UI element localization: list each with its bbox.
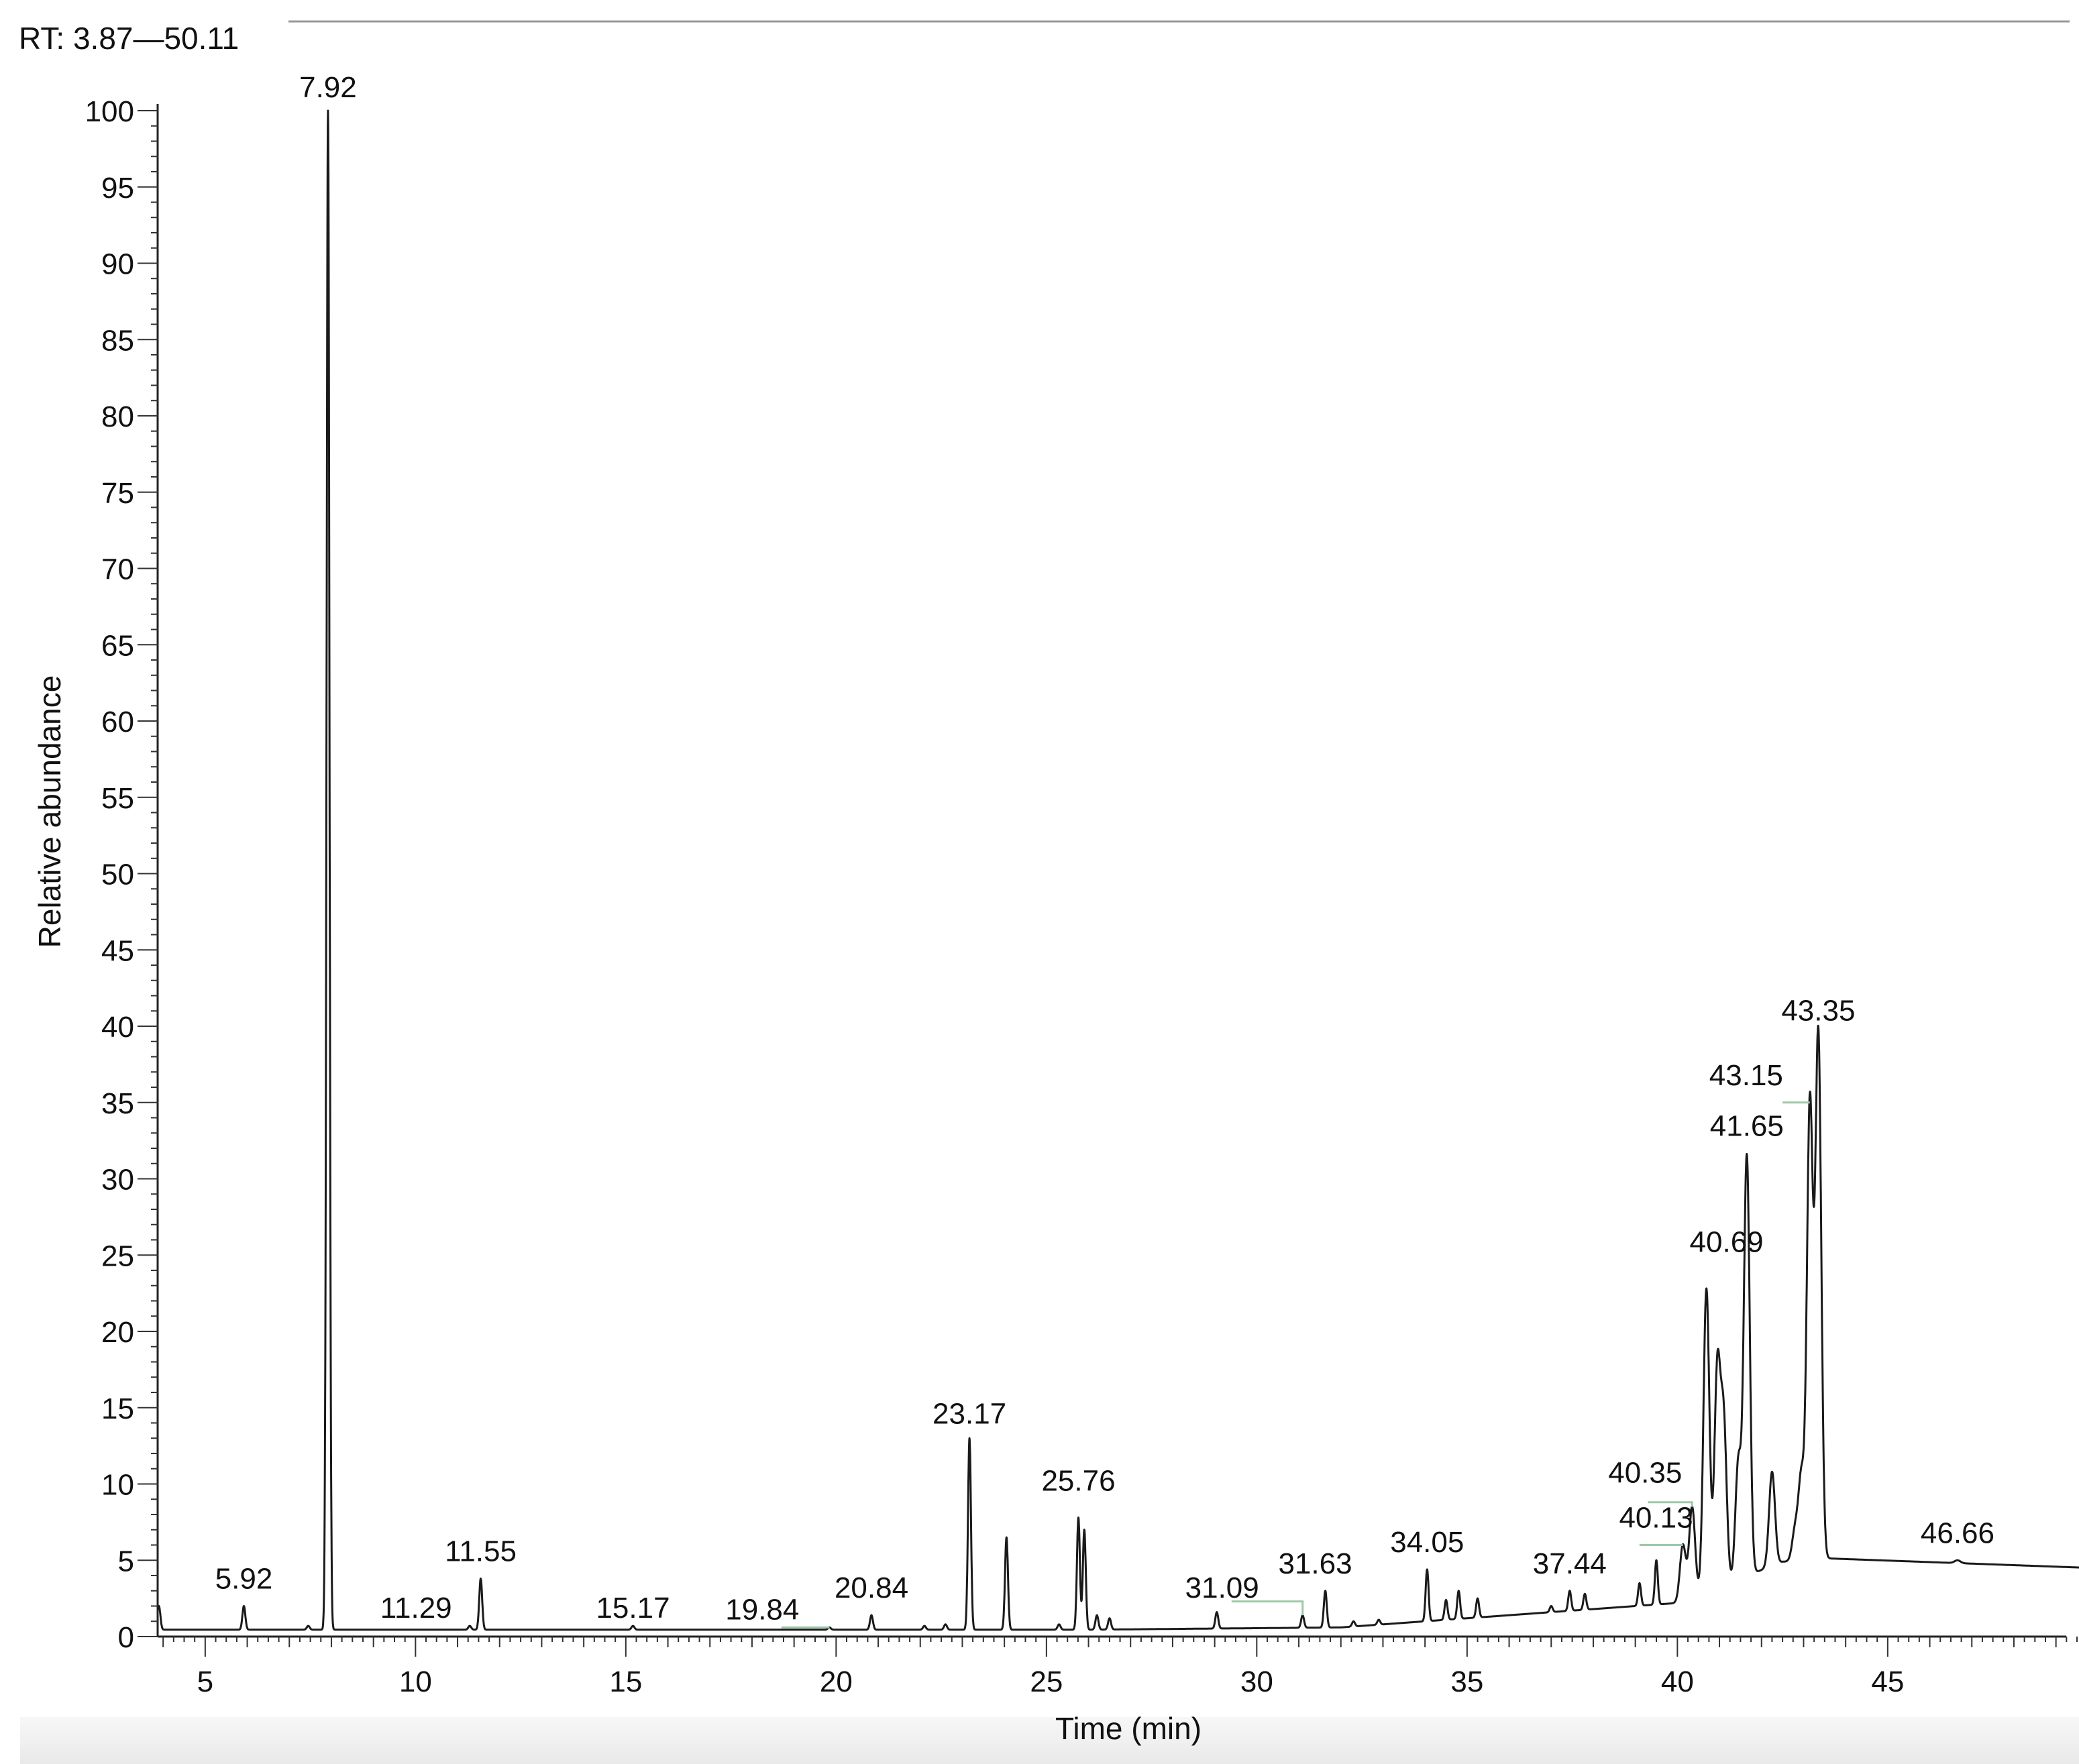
- y-tick-label: 55: [101, 782, 134, 815]
- x-tick-label: 10: [399, 1665, 432, 1698]
- peak-label: 15.17: [596, 1592, 670, 1624]
- peak-label: 40.69: [1690, 1225, 1764, 1258]
- y-tick-label: 100: [85, 95, 134, 128]
- peak-label: 43.35: [1781, 994, 1855, 1027]
- x-tick-label: 20: [820, 1665, 853, 1698]
- chromatogram-trace: [157, 109, 2079, 1631]
- window-top-area: [0, 0, 2079, 40]
- axes: [156, 104, 2066, 1638]
- y-tick-label: 30: [101, 1164, 134, 1197]
- peak-label: 37.44: [1533, 1547, 1607, 1580]
- peak-label: 19.84: [725, 1593, 799, 1626]
- y-tick-label: 70: [101, 553, 134, 586]
- x-tick-label: 35: [1450, 1665, 1483, 1698]
- peak-label: 40.13: [1619, 1502, 1693, 1535]
- y-tick-label: 95: [101, 172, 134, 205]
- x-tick-label: 45: [1871, 1665, 1904, 1698]
- peak-label: 40.35: [1608, 1457, 1682, 1490]
- peak-label: 20.84: [835, 1572, 908, 1604]
- x-tick-label: 25: [1030, 1665, 1063, 1698]
- y-axis-label: Relative abundance: [32, 675, 67, 948]
- y-tick-label: 50: [101, 859, 134, 891]
- x-tick-label: 15: [609, 1665, 642, 1698]
- y-tick-label: 75: [101, 477, 134, 510]
- peak-label: 46.66: [1921, 1517, 1994, 1549]
- y-tick-label: 45: [101, 934, 134, 967]
- tick-marks: 0 5 10 15 20 25 30 35 40 45 50 55 60 65 70 75 80 85 90 95 10…: [85, 95, 2078, 1698]
- peak-label: 7.92: [299, 71, 357, 104]
- x-tick-label: 40: [1661, 1665, 1694, 1698]
- peak-label: 43.15: [1709, 1059, 1783, 1092]
- y-tick-label: 15: [101, 1392, 134, 1425]
- peak-label: 11.29: [380, 1592, 452, 1624]
- y-tick-label: 5: [118, 1545, 134, 1578]
- y-tick-label: 60: [101, 706, 134, 738]
- peak-label: 34.05: [1390, 1526, 1464, 1559]
- window-bottom-bar: [20, 1717, 2079, 1764]
- y-tick-label: 40: [101, 1011, 134, 1044]
- y-tick-label: 90: [101, 248, 134, 281]
- label-leader-line: [1231, 1600, 1304, 1616]
- peak-label: 31.09: [1185, 1572, 1259, 1604]
- y-tick-label: 85: [101, 324, 134, 357]
- y-tick-label: 35: [101, 1087, 134, 1120]
- y-tick-label: 10: [101, 1469, 134, 1502]
- peak-label: 31.63: [1278, 1547, 1352, 1580]
- rt-range-label: RT: 3.87—50.11: [19, 21, 239, 56]
- x-axis-label: Time (min): [1055, 1711, 1202, 1746]
- peak-label: 25.76: [1041, 1465, 1115, 1498]
- peak-label: 41.65: [1710, 1109, 1784, 1142]
- peak-label: 23.17: [932, 1397, 1006, 1430]
- label-leader-line: [1648, 1501, 1693, 1507]
- peak-labels: 5.92 7.92 11.29 11.55 15.17 19.84 20.84 23.17 25…: [215, 71, 1994, 1626]
- label-leaders: [781, 1101, 1810, 1629]
- y-tick-label: 80: [101, 400, 134, 433]
- y-tick-label: 25: [101, 1239, 134, 1272]
- x-tick-label: 5: [197, 1665, 213, 1698]
- peak-label: 5.92: [215, 1563, 273, 1596]
- y-tick-label: 20: [101, 1316, 134, 1349]
- x-tick-label: 30: [1240, 1665, 1273, 1698]
- y-tick-label: 65: [101, 629, 134, 662]
- peak-label: 11.55: [445, 1535, 517, 1568]
- y-tick-label: 0: [118, 1621, 134, 1654]
